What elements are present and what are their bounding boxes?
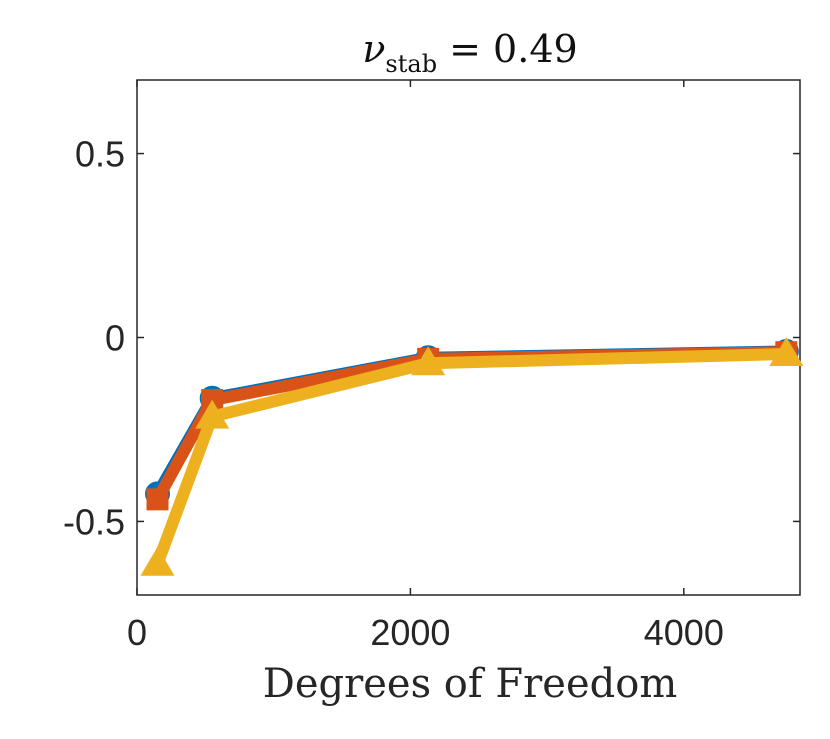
data-point — [140, 546, 175, 576]
y-tick-label: -0.5 — [63, 501, 125, 542]
y-axis: 0.5 0 -0.5 — [63, 134, 800, 542]
data-point — [411, 346, 446, 376]
series-3 — [140, 337, 804, 576]
chart-title: νstab = 0.49 — [362, 27, 577, 78]
y-tick-label: 0 — [105, 318, 125, 359]
x-tick-label: 2000 — [370, 612, 450, 653]
plot-area — [136, 79, 801, 596]
x-tick-label: 4000 — [644, 612, 724, 653]
x-axis-title: Degrees of Freedom — [263, 661, 678, 707]
series-layer — [140, 337, 804, 576]
data-point — [769, 337, 804, 367]
y-tick-label: 0.5 — [75, 134, 125, 175]
series-line — [152, 346, 787, 503]
x-tick-label: 0 — [127, 612, 147, 653]
data-point — [195, 399, 230, 429]
series-line — [151, 348, 787, 566]
x-axis: 0 2000 4000 — [127, 80, 724, 653]
data-point — [146, 488, 169, 511]
series-line — [152, 345, 787, 497]
